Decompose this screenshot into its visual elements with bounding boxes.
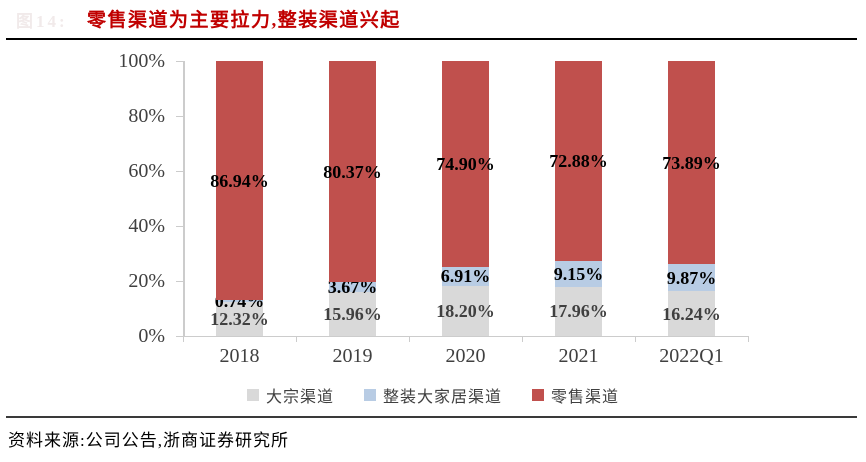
bar-segment <box>442 60 489 267</box>
y-axis-line <box>183 61 185 336</box>
bar-segment <box>555 261 602 287</box>
bar-segment-label: 80.37% <box>323 161 382 182</box>
x-axis-tick <box>634 336 636 342</box>
bar-segment-label: 72.88% <box>549 151 608 172</box>
bar-segment <box>668 61 715 265</box>
y-axis-tick <box>176 335 183 337</box>
bar-segment-label: 6.91% <box>440 266 491 287</box>
y-axis-tick-label: 20% <box>128 270 165 292</box>
y-axis-tick-label: 80% <box>128 105 165 127</box>
bar-segment <box>329 282 376 293</box>
legend-label: 整装大家居渠道 <box>382 389 502 406</box>
x-axis-category-label: 2020 <box>445 345 486 367</box>
y-axis-tick <box>176 115 183 117</box>
y-axis-tick-label: 0% <box>138 325 165 347</box>
bar-segment <box>555 61 602 262</box>
bar-segment <box>668 291 715 336</box>
bar-segment <box>442 285 489 336</box>
bar-segment-label: 17.96% <box>549 301 608 322</box>
chart-title: 零售渠道为主要拉力,整装渠道兴起 <box>87 10 401 31</box>
y-axis-tick-label: 40% <box>128 215 165 237</box>
bar-segment <box>442 266 489 286</box>
bar-segment-label: 18.20% <box>436 300 495 321</box>
legend-item: 整装大家居渠道 <box>363 383 502 407</box>
bar-segment <box>216 302 263 336</box>
bar-segment <box>668 264 715 292</box>
source-note: 资料来源:公司公告,浙商证券研究所 <box>8 431 289 450</box>
bar-segment-label: 73.89% <box>662 152 721 173</box>
x-axis-tick <box>521 336 523 342</box>
bar-segment <box>216 300 263 303</box>
x-axis-tick <box>408 336 410 342</box>
footer-divider <box>6 416 857 418</box>
legend-swatch-icon <box>532 389 544 401</box>
x-axis-category-label: 2018 <box>219 345 260 367</box>
bar-segment-label: 86.94% <box>210 170 269 191</box>
x-axis-tick <box>295 336 297 342</box>
legend-item: 大宗渠道 <box>246 383 334 407</box>
chart-legend: 大宗渠道 整装大家居渠道 零售渠道 <box>0 383 866 407</box>
bar-segment <box>216 61 263 301</box>
bar-segment-label: 16.24% <box>662 303 721 324</box>
x-axis-tick <box>747 336 749 342</box>
x-axis-category-label: 2019 <box>332 345 373 367</box>
figure-number-label: 图14: <box>16 12 68 31</box>
y-axis-tick <box>176 280 183 282</box>
title-divider <box>6 38 857 40</box>
x-axis-category-label: 2022Q1 <box>659 345 724 367</box>
x-axis-category-label: 2021 <box>558 345 599 367</box>
bar-segment-label: 12.32% <box>210 309 269 330</box>
stacked-bar-chart: 0% 20% 40% 60% 80% 100% 12.32% 0.74% 86.94% 2018 1… <box>118 50 749 367</box>
bar-segment-label: 3.67% <box>327 277 378 298</box>
y-axis-tick <box>176 225 183 227</box>
y-axis-tick-label: 60% <box>128 160 165 182</box>
y-axis-tick <box>176 60 183 62</box>
y-axis-tick-label: 100% <box>118 50 165 72</box>
bar-segment <box>555 286 602 336</box>
legend-swatch-icon <box>363 389 376 401</box>
legend-label: 大宗渠道 <box>265 389 334 406</box>
bar-segment <box>329 292 376 336</box>
legend-label: 零售渠道 <box>551 389 620 406</box>
y-axis-tick <box>176 170 183 172</box>
bar-segment <box>329 61 376 283</box>
bar-segment-label: 74.90% <box>436 153 495 174</box>
legend-swatch-icon <box>246 389 259 401</box>
x-axis-tick <box>182 336 184 342</box>
bar-segment-label: 9.15% <box>553 264 604 285</box>
x-axis-line <box>183 335 748 337</box>
bar-segment-label: 15.96% <box>323 304 382 325</box>
legend-item: 零售渠道 <box>532 383 619 407</box>
bar-segment-label: 9.87% <box>666 267 717 288</box>
